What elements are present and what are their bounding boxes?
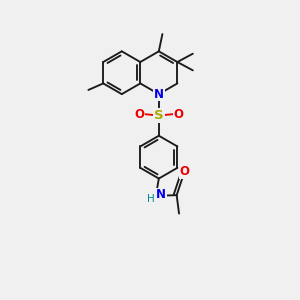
Text: S: S — [154, 109, 164, 122]
Text: H: H — [147, 194, 155, 204]
Text: N: N — [154, 88, 164, 100]
Text: O: O — [179, 166, 189, 178]
Text: O: O — [173, 107, 183, 121]
Text: O: O — [134, 107, 144, 121]
Text: N: N — [156, 188, 166, 201]
